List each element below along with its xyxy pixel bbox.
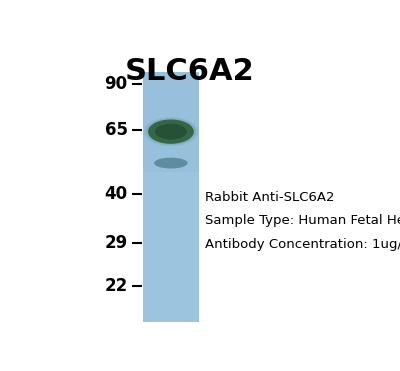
Ellipse shape xyxy=(154,158,188,168)
Text: 29: 29 xyxy=(104,234,128,252)
Text: 22: 22 xyxy=(104,277,128,295)
Ellipse shape xyxy=(148,119,194,144)
Text: 90: 90 xyxy=(104,75,128,93)
Ellipse shape xyxy=(144,117,198,146)
Ellipse shape xyxy=(155,124,187,139)
Text: SLC6A2: SLC6A2 xyxy=(125,58,254,86)
Ellipse shape xyxy=(148,119,194,144)
Ellipse shape xyxy=(146,118,196,145)
Text: Sample Type: Human Fetal Heart: Sample Type: Human Fetal Heart xyxy=(205,214,400,227)
Text: Rabbit Anti-SLC6A2: Rabbit Anti-SLC6A2 xyxy=(205,191,334,204)
Text: Antibody Concentration: 1ug/mL: Antibody Concentration: 1ug/mL xyxy=(205,238,400,251)
Bar xyxy=(143,72,199,172)
Bar xyxy=(143,72,199,322)
Text: 65: 65 xyxy=(104,121,128,139)
Text: 40: 40 xyxy=(104,185,128,203)
